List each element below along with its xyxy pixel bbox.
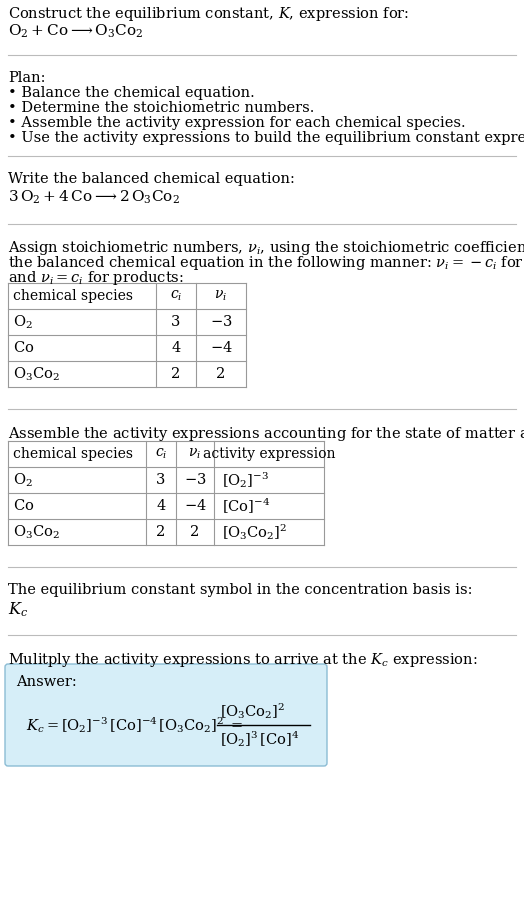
Text: $[\mathrm{O_2}]^{3}\,[\mathrm{Co}]^{4}$: $[\mathrm{O_2}]^{3}\,[\mathrm{Co}]^{4}$ [220, 729, 300, 749]
Text: $K_c = [\mathrm{O_2}]^{-3}\,[\mathrm{Co}]^{-4}\,[\mathrm{O_3Co_2}]^{2}\; =\; $: $K_c = [\mathrm{O_2}]^{-3}\,[\mathrm{Co}… [26, 715, 243, 735]
Text: $[\mathrm{Co}]^{-4}$: $[\mathrm{Co}]^{-4}$ [222, 496, 270, 515]
Text: 3: 3 [171, 315, 181, 329]
Text: $\mathrm{O_2}$: $\mathrm{O_2}$ [13, 314, 32, 331]
Text: 4: 4 [156, 499, 166, 513]
Text: 3: 3 [156, 473, 166, 487]
Text: $-4$: $-4$ [210, 341, 232, 356]
Text: chemical species: chemical species [13, 289, 133, 303]
FancyBboxPatch shape [5, 664, 327, 766]
Text: $\mathrm{3\,O_2 + 4\,Co \longrightarrow 2\,O_3Co_2}$: $\mathrm{3\,O_2 + 4\,Co \longrightarrow … [8, 189, 180, 206]
Text: $\mathrm{O_2 + Co \longrightarrow O_3Co_2}$: $\mathrm{O_2 + Co \longrightarrow O_3Co_… [8, 23, 144, 41]
Text: 2: 2 [216, 367, 226, 381]
Text: $[\mathrm{O_3Co_2}]^{2}$: $[\mathrm{O_3Co_2}]^{2}$ [220, 701, 285, 721]
Text: • Assemble the activity expression for each chemical species.: • Assemble the activity expression for e… [8, 116, 466, 130]
Text: $[\mathrm{O_3Co_2}]^{2}$: $[\mathrm{O_3Co_2}]^{2}$ [222, 523, 287, 542]
Text: The equilibrium constant symbol in the concentration basis is:: The equilibrium constant symbol in the c… [8, 583, 473, 597]
Text: activity expression: activity expression [203, 447, 335, 461]
Text: • Balance the chemical equation.: • Balance the chemical equation. [8, 86, 255, 100]
Text: chemical species: chemical species [13, 447, 133, 461]
Text: $c_i$: $c_i$ [170, 289, 182, 304]
Text: 2: 2 [156, 525, 166, 539]
Text: $\mathrm{Co}$: $\mathrm{Co}$ [13, 341, 34, 356]
Text: Construct the equilibrium constant, $K$, expression for:: Construct the equilibrium constant, $K$,… [8, 5, 409, 23]
Text: Plan:: Plan: [8, 71, 46, 85]
Text: $[\mathrm{O_2}]^{-3}$: $[\mathrm{O_2}]^{-3}$ [222, 470, 269, 490]
Text: $\mathrm{O_3Co_2}$: $\mathrm{O_3Co_2}$ [13, 523, 60, 541]
Text: 4: 4 [171, 341, 181, 355]
Text: $\nu_i$: $\nu_i$ [189, 447, 202, 461]
Text: $-3$: $-3$ [210, 314, 232, 330]
Text: the balanced chemical equation in the following manner: $\nu_i = -c_i$ for react: the balanced chemical equation in the fo… [8, 254, 524, 272]
Text: Write the balanced chemical equation:: Write the balanced chemical equation: [8, 172, 295, 186]
Text: 2: 2 [190, 525, 200, 539]
Text: • Use the activity expressions to build the equilibrium constant expression.: • Use the activity expressions to build … [8, 131, 524, 145]
Text: Assemble the activity expressions accounting for the state of matter and $\nu_i$: Assemble the activity expressions accoun… [8, 425, 524, 443]
Text: $c_i$: $c_i$ [155, 447, 167, 461]
Text: $\nu_i$: $\nu_i$ [214, 289, 227, 304]
Text: $\mathrm{Co}$: $\mathrm{Co}$ [13, 498, 34, 514]
Text: Mulitply the activity expressions to arrive at the $K_c$ expression:: Mulitply the activity expressions to arr… [8, 651, 477, 669]
Text: $-4$: $-4$ [183, 498, 206, 514]
Text: Assign stoichiometric numbers, $\nu_i$, using the stoichiometric coefficients, $: Assign stoichiometric numbers, $\nu_i$, … [8, 239, 524, 257]
Text: Answer:: Answer: [16, 675, 77, 689]
Text: $\mathrm{O_3Co_2}$: $\mathrm{O_3Co_2}$ [13, 365, 60, 383]
Text: 2: 2 [171, 367, 181, 381]
Text: $-3$: $-3$ [184, 472, 206, 487]
Text: and $\nu_i = c_i$ for products:: and $\nu_i = c_i$ for products: [8, 269, 184, 287]
Text: $\mathrm{O_2}$: $\mathrm{O_2}$ [13, 471, 32, 488]
Text: $K_c$: $K_c$ [8, 600, 28, 619]
Text: • Determine the stoichiometric numbers.: • Determine the stoichiometric numbers. [8, 101, 314, 115]
